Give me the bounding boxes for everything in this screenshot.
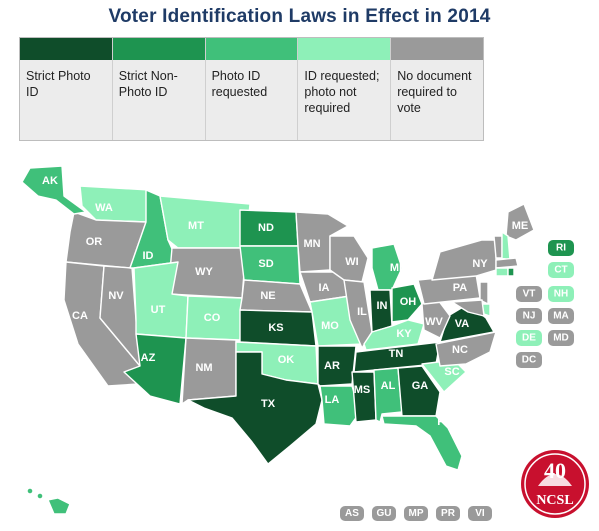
state-KY[interactable]: [363, 319, 425, 351]
state-TX[interactable]: [187, 351, 323, 465]
state-HI[interactable]: [47, 497, 71, 515]
legend-item-photo-requested: Photo ID requested: [205, 38, 299, 140]
label-NC: NC: [452, 344, 468, 356]
label-FL: FL: [437, 416, 451, 428]
label-UT: UT: [151, 304, 166, 316]
label-MO: MO: [321, 320, 339, 332]
state-LA[interactable]: [319, 385, 361, 427]
state-AL[interactable]: [373, 367, 403, 423]
legend-label: ID requested; photo not required: [298, 60, 391, 140]
state-NE[interactable]: [239, 279, 313, 313]
label-MS: MS: [354, 384, 371, 396]
legend-label: No document required to vote: [391, 60, 483, 140]
legend: Strict Photo ID Strict Non-Photo ID Phot…: [19, 37, 484, 141]
legend-item-strict-photo: Strict Photo ID: [20, 38, 113, 140]
label-ME: ME: [512, 220, 529, 232]
state-GA[interactable]: [397, 365, 441, 417]
state-AK[interactable]: [21, 165, 87, 215]
label-VA: VA: [455, 318, 470, 330]
label-NY: NY: [472, 258, 488, 270]
label-AR: AR: [324, 360, 340, 372]
legend-swatch: [205, 38, 298, 60]
state-HI-island: [26, 487, 34, 495]
legend-swatch: [298, 38, 391, 60]
label-WY: WY: [195, 266, 213, 278]
label-NV: NV: [108, 290, 124, 302]
label-GA: GA: [412, 380, 429, 392]
legend-item-no-document: No document required to vote: [391, 38, 483, 140]
legend-item-id-requested: ID requested; photo not required: [298, 38, 392, 140]
label-ID: ID: [143, 250, 154, 262]
label-PA: PA: [453, 282, 468, 294]
label-TX: TX: [261, 398, 276, 410]
label-AL: AL: [381, 380, 396, 392]
label-KY: KY: [396, 328, 412, 340]
state-AR[interactable]: [317, 345, 357, 387]
label-NE: NE: [260, 290, 275, 302]
state-ME[interactable]: [505, 203, 535, 241]
label-OH: OH: [400, 296, 417, 308]
legend-item-strict-nonphoto: Strict Non-Photo ID: [112, 38, 206, 140]
label-WA: WA: [95, 202, 113, 214]
label-MN: MN: [303, 238, 320, 250]
state-MA-shape[interactable]: [495, 257, 519, 269]
state-VT-shape[interactable]: [493, 235, 503, 259]
legend-swatch: [112, 38, 205, 60]
label-HI: HI: [61, 484, 72, 496]
legend-swatch: [391, 38, 483, 60]
label-IL: IL: [357, 306, 367, 318]
label-ND: ND: [258, 222, 274, 234]
state-CT-shape[interactable]: [495, 267, 509, 277]
state-MD-shape[interactable]: [451, 299, 485, 317]
state-MS[interactable]: [351, 371, 377, 423]
label-WI: WI: [345, 256, 358, 268]
state-HI-island: [36, 492, 44, 500]
label-SD: SD: [258, 258, 273, 270]
state-MT[interactable]: [159, 195, 251, 249]
state-FL[interactable]: [381, 415, 463, 471]
label-NM: NM: [195, 362, 212, 374]
label-MI: MI: [390, 262, 402, 274]
legend-swatch: [20, 38, 112, 60]
label-IN: IN: [377, 300, 388, 312]
label-MT: MT: [188, 220, 204, 232]
label-IA: IA: [319, 282, 330, 294]
state-WA[interactable]: [79, 185, 151, 223]
label-WV: WV: [425, 316, 443, 328]
label-AZ: AZ: [141, 352, 156, 364]
legend-label: Photo ID requested: [205, 60, 298, 140]
label-TN: TN: [389, 348, 404, 360]
label-OK: OK: [278, 354, 295, 366]
legend-label: Strict Photo ID: [20, 60, 112, 140]
state-RI-shape[interactable]: [507, 267, 515, 277]
label-CA: CA: [72, 310, 88, 322]
map-title: Voter Identification Laws in Effect in 2…: [108, 6, 491, 27]
label-AK: AK: [42, 175, 58, 187]
legend-label: Strict Non-Photo ID: [112, 60, 205, 140]
label-OR: OR: [86, 236, 103, 248]
state-OH[interactable]: [391, 283, 423, 323]
label-LA: LA: [325, 394, 340, 406]
label-CO: CO: [204, 312, 221, 324]
label-SC: SC: [444, 366, 459, 378]
label-KS: KS: [268, 322, 283, 334]
